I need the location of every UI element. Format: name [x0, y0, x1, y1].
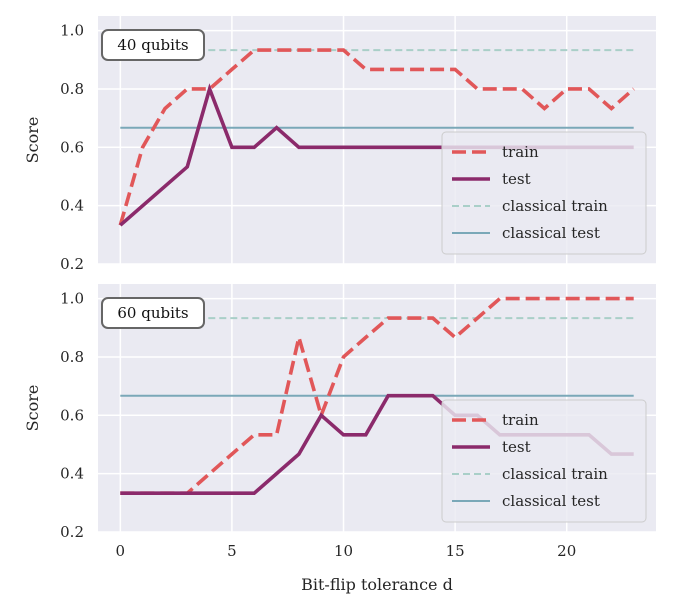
qubits-badge: 40 qubits: [101, 29, 205, 61]
y-tick-label: 0.4: [60, 465, 84, 483]
legend-box: [441, 399, 647, 523]
legend-label: classical test: [502, 224, 600, 242]
y-tick-label: 0.8: [60, 80, 84, 98]
series-line-train: [120, 296, 634, 496]
y-tick-label: 1.0: [60, 22, 84, 40]
y-tick-label: 0.8: [60, 348, 84, 366]
x-tick-label: 5: [227, 542, 237, 560]
y-axis-label: Score: [23, 385, 42, 432]
series-line-train: [118, 48, 635, 226]
legend: train test classical train classical test: [441, 131, 647, 255]
legend-label: classical train: [502, 197, 608, 215]
legend-box: [441, 131, 647, 255]
x-tick-label: 15: [446, 542, 465, 560]
badge-label: 40 qubits: [117, 36, 188, 54]
legend-label: test: [502, 438, 531, 456]
y-tick-label: 0.4: [60, 197, 84, 215]
x-tick-label: 0: [116, 542, 126, 560]
qubits-badge: 60 qubits: [101, 297, 205, 329]
legend-label: classical train: [502, 465, 608, 483]
badge-label: 60 qubits: [117, 304, 188, 322]
panel-40-qubits: 0.2 0.4 0.6 0.8 1.0 Score 40 qubits train tes…: [23, 16, 656, 273]
y-axis-label: Score: [23, 117, 42, 164]
x-axis-label: Bit-flip tolerance d: [301, 575, 453, 594]
legend-label: classical test: [502, 492, 600, 510]
legend-label: train: [502, 143, 539, 161]
y-tick-label: 0.2: [60, 523, 84, 541]
y-tick-label: 0.6: [60, 406, 84, 424]
legend-label: train: [502, 411, 539, 429]
legend: train test classical train classical test: [441, 399, 647, 523]
y-tick-label: 0.2: [60, 255, 84, 273]
panel-60-qubits: 0.20.40.60.81.00 5 10 15 20 Score 60 qubits …: [23, 284, 656, 560]
legend-label: test: [502, 170, 531, 188]
x-tick-label: 20: [557, 542, 576, 560]
y-tick-label: 1.0: [60, 290, 84, 308]
x-tick-label: 10: [334, 542, 353, 560]
y-tick-label: 0.6: [60, 138, 84, 156]
